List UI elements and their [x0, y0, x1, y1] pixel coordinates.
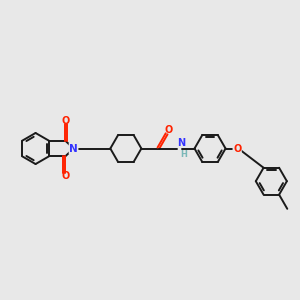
- Text: O: O: [233, 143, 241, 154]
- Text: O: O: [61, 116, 70, 126]
- Text: O: O: [165, 125, 173, 136]
- Text: N: N: [69, 143, 78, 154]
- Text: H: H: [180, 150, 187, 159]
- Text: N: N: [177, 138, 185, 148]
- Text: O: O: [61, 171, 70, 181]
